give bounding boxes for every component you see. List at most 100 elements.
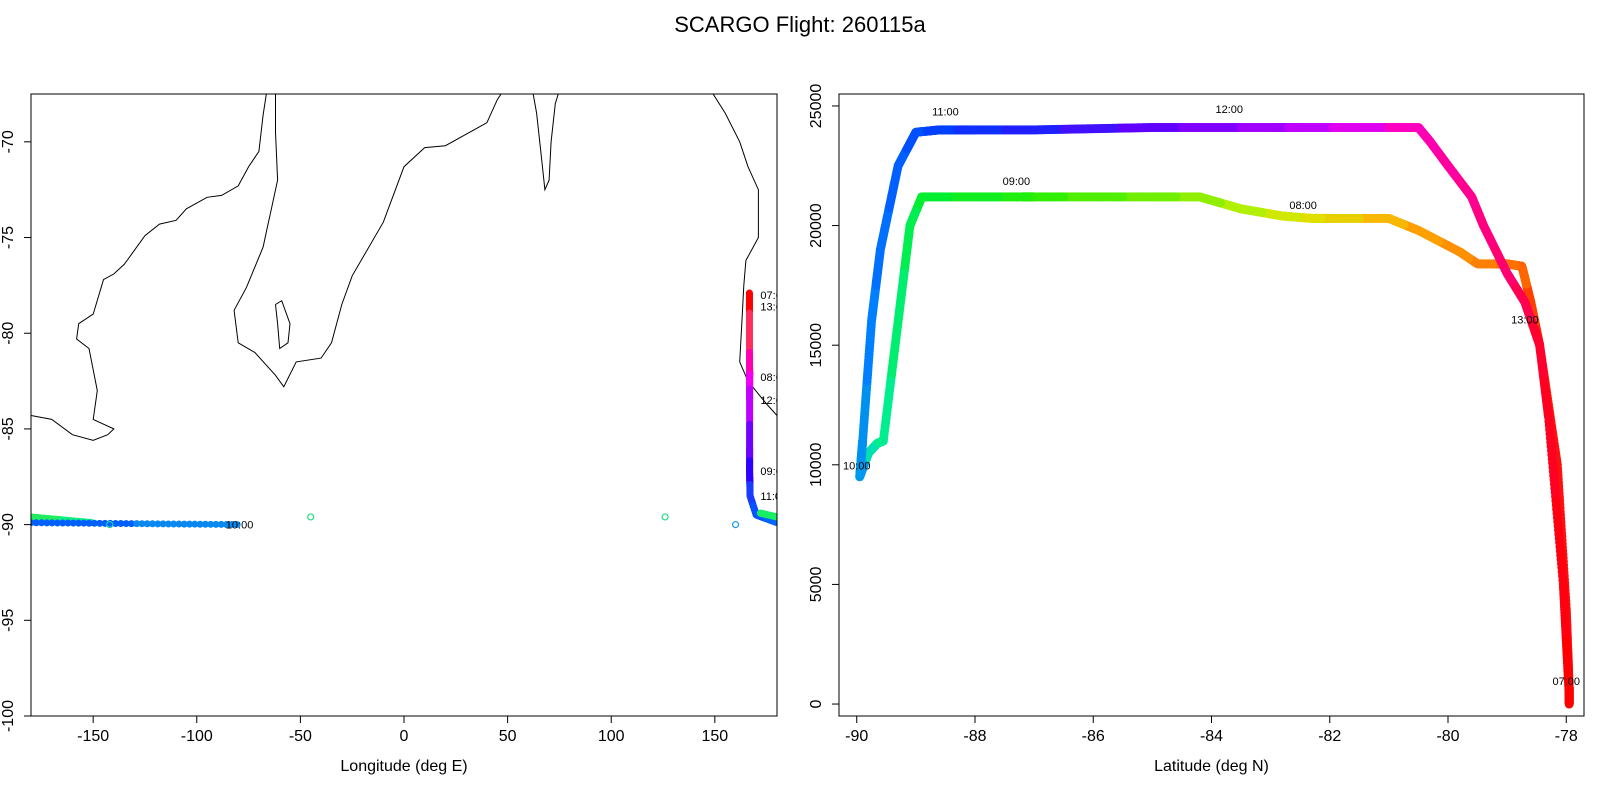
flight-track-point — [207, 520, 215, 528]
flight-track-point — [154, 520, 162, 528]
chart-title: SCARGO Flight: 260115a — [674, 12, 926, 37]
coastline — [532, 94, 559, 192]
y-tick-label: -70 — [0, 130, 17, 153]
y-tick-label: -90 — [0, 513, 17, 536]
flight-track-point — [159, 520, 167, 528]
time-label: 07:00 — [760, 290, 788, 302]
flight-track-point — [112, 519, 120, 527]
x-tick-label: -88 — [963, 728, 986, 745]
flight-track-point — [149, 520, 157, 528]
x-axis-label: Latitude (deg N) — [1154, 758, 1269, 775]
time-label: 10:00 — [226, 520, 254, 532]
flight-track-point — [138, 520, 146, 528]
coastline — [31, 94, 267, 441]
y-tick-label: -85 — [0, 417, 17, 440]
flight-track-point — [196, 520, 204, 528]
flight-track-point — [43, 519, 51, 527]
flight-sample-point — [731, 521, 740, 529]
y-tick-label: 5000 — [808, 567, 825, 603]
time-label: 09:00 — [760, 466, 788, 478]
flight-track-point — [143, 520, 151, 528]
flight-track-point — [53, 519, 61, 527]
flight-track-point — [772, 519, 777, 527]
plot-frame — [838, 93, 1585, 717]
coastline — [233, 94, 502, 388]
x-tick-label: -86 — [1082, 728, 1105, 745]
flight-track-point — [127, 520, 135, 528]
flight-track-point — [228, 521, 236, 529]
profile-panel: 10:00 11:00 12:00 09:00 08:00 13:00 07:00 -90 -8… — [808, 84, 1585, 775]
flight-track-point — [80, 519, 88, 527]
x-tick-label: 50 — [499, 728, 517, 745]
time-label: 12:00 — [1215, 104, 1243, 116]
flight-track-point — [69, 519, 77, 527]
flight-track-point — [117, 520, 125, 528]
flight-track-point — [64, 519, 72, 527]
x-tick-label: -80 — [1436, 728, 1459, 745]
flight-sample-point — [661, 513, 669, 521]
flight-track-point — [96, 519, 104, 527]
x-tick-label: -82 — [1318, 728, 1341, 745]
flight-track-point — [233, 521, 241, 529]
x-tick-label: -90 — [845, 728, 868, 745]
x-tick-label: -50 — [289, 728, 312, 745]
flight-track-point — [201, 520, 209, 528]
flight-track-point — [59, 519, 67, 527]
flight-track-point — [164, 520, 172, 528]
y-tick-label: -95 — [0, 609, 17, 632]
time-label: 08:00 — [1289, 200, 1317, 212]
time-label: 08:00 — [760, 372, 788, 384]
time-label: 07:00 — [1552, 676, 1580, 688]
flight-track-point — [32, 519, 40, 527]
x-tick-label: 150 — [701, 728, 728, 745]
flight-track-point — [175, 520, 183, 528]
time-label: 13:00 — [1511, 315, 1539, 327]
x-axis-label: Longitude (deg E) — [340, 758, 467, 775]
flight-track-point — [38, 519, 46, 527]
flight-track-point — [85, 519, 93, 527]
flight-track-point — [133, 520, 141, 528]
plot-area: 10:00 11:00 12:00 09:00 08:00 13:00 07:00 — [843, 104, 1580, 709]
x-tick-label: -78 — [1555, 728, 1578, 745]
flight-track-point — [212, 520, 220, 528]
time-label: 10:00 — [843, 461, 871, 473]
flight-track-point — [217, 520, 225, 528]
flight-sample-point — [307, 513, 315, 521]
x-tick-label: -100 — [181, 728, 213, 745]
flight-track-point — [122, 520, 130, 528]
flight-track-point — [773, 513, 777, 521]
time-label: 12:00 — [760, 395, 788, 407]
flight-track-point — [90, 519, 98, 527]
x-tick-label: -84 — [1200, 728, 1223, 745]
flight-track-point — [191, 520, 199, 528]
flight-track-point — [186, 520, 194, 528]
y-tick-label: -75 — [0, 226, 17, 249]
time-label: 11:00 — [932, 107, 959, 119]
time-label: 13:00 — [760, 301, 788, 313]
plot-frame — [30, 93, 778, 717]
y-tick-label: 20000 — [808, 203, 825, 248]
flight-track-point — [75, 519, 83, 527]
flight-track-point — [170, 520, 178, 528]
y-tick-label: 10000 — [808, 442, 825, 487]
y-tick-label: 25000 — [808, 84, 825, 129]
x-tick-label: -150 — [77, 728, 109, 745]
time-label: 09:00 — [1003, 176, 1031, 188]
x-tick-label: 100 — [598, 728, 625, 745]
time-label: 11:00 — [760, 491, 787, 503]
flight-track-point — [223, 520, 231, 528]
coastline — [712, 94, 777, 416]
y-tick-label: -100 — [0, 700, 17, 732]
y-tick-label: 15000 — [808, 323, 825, 368]
y-tick-label: -80 — [0, 322, 17, 345]
flight-track-point — [180, 520, 188, 528]
y-tick-label: 0 — [808, 699, 825, 708]
coastline — [275, 299, 291, 350]
x-tick-label: 0 — [400, 728, 409, 745]
flight-track-point — [48, 519, 56, 527]
altitude-point — [1564, 689, 1574, 699]
flight-sample-point — [106, 521, 114, 529]
